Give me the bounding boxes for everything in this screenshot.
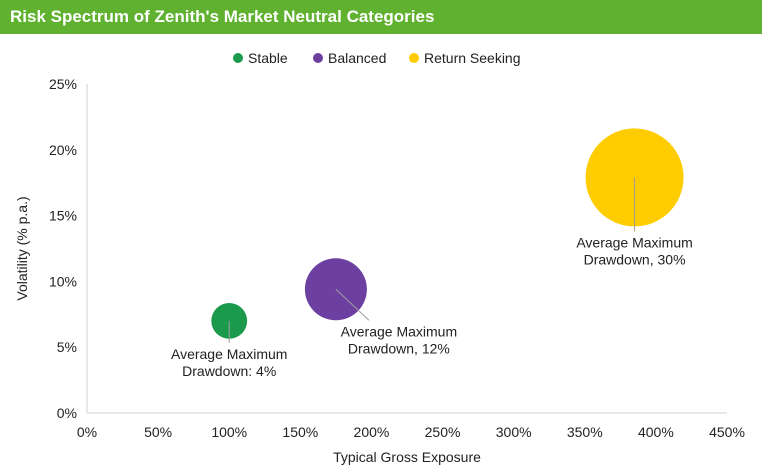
y-tick-label: 20% [49,142,77,158]
y-axis-label: Volatility (% p.a.) [14,196,30,300]
x-axis-label: Typical Gross Exposure [333,449,481,465]
x-axis-ticks: 0% 50% 100% 150% 200% 250% 300% 350% 400% 450% [77,424,745,440]
chart-title: Risk Spectrum of Zenith's Market Neutral… [10,7,435,26]
legend: Stable Balanced Return Seeking [233,50,521,66]
legend-marker [313,53,323,63]
annotation-line-1: Average Maximum [341,323,457,339]
x-tick-label: 150% [282,424,318,440]
y-tick-label: 5% [57,339,77,355]
y-tick-label: 15% [49,208,77,224]
legend-marker [409,53,419,63]
y-axis-ticks: 0% 5% 10% 15% 20% 25% [49,76,77,421]
y-tick-label: 10% [49,273,77,289]
annotation-line-2: Drawdown: 4% [182,363,276,379]
x-tick-label: 450% [709,424,745,440]
legend-marker [233,53,243,63]
x-tick-label: 300% [496,424,532,440]
x-tick-label: 50% [144,424,172,440]
legend-label: Stable [248,50,288,66]
x-tick-label: 100% [211,424,247,440]
annotation-leader-line [335,288,370,321]
x-tick-label: 0% [77,424,97,440]
annotation-line-2: Drawdown, 30% [584,251,686,267]
annotation-line-1: Average Maximum [576,234,692,250]
legend-label: Balanced [328,50,386,66]
annotation-line-2: Drawdown, 12% [348,340,450,356]
y-tick-label: 25% [49,76,77,92]
y-tick-label: 0% [57,405,77,421]
x-tick-label: 250% [425,424,461,440]
x-tick-label: 350% [567,424,603,440]
annotation-line-1: Average Maximum [171,346,287,362]
x-tick-label: 400% [638,424,674,440]
title-bar: Risk Spectrum of Zenith's Market Neutral… [0,0,762,34]
legend-label: Return Seeking [424,50,521,66]
x-tick-label: 200% [354,424,390,440]
